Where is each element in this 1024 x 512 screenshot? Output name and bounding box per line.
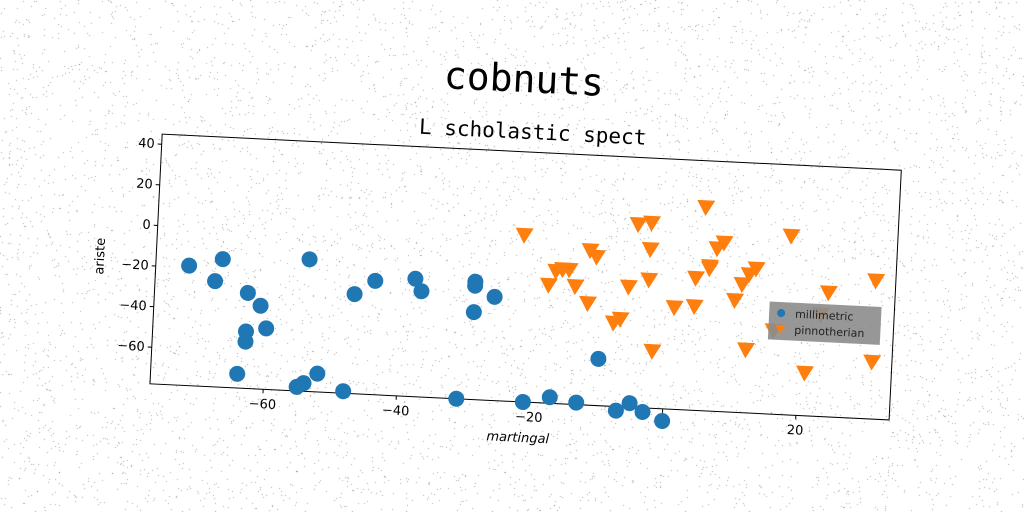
- point-millimetric: [467, 277, 484, 294]
- point-millimetric: [634, 403, 651, 420]
- point-millimetric: [654, 413, 671, 430]
- point-pinnotherian: [643, 215, 662, 232]
- point-pinnotherian: [819, 285, 838, 302]
- x-tick-label: −60: [248, 397, 276, 413]
- axes-frame: [149, 133, 902, 421]
- chart-suptitle: cobnuts: [443, 53, 605, 105]
- point-pinnotherian: [687, 270, 706, 287]
- point-millimetric: [346, 286, 363, 303]
- axis-ticks: −60−40−2002040200−20−40−60: [117, 136, 804, 439]
- point-pinnotherian: [665, 300, 684, 317]
- y-axis-label: ariste: [92, 237, 109, 274]
- y-tick-label: 40: [138, 136, 155, 152]
- legend-label-millimetric: millimetric: [795, 308, 854, 324]
- point-millimetric: [514, 394, 531, 411]
- x-tick-label: −20: [515, 410, 543, 426]
- y-tick-label: −60: [117, 339, 145, 355]
- point-pinnotherian: [539, 277, 558, 294]
- point-pinnotherian: [641, 241, 660, 259]
- point-pinnotherian: [795, 365, 814, 382]
- point-millimetric: [214, 251, 231, 268]
- point-pinnotherian: [726, 292, 745, 310]
- point-pinnotherian: [566, 278, 585, 296]
- chart-title: L scholastic spect: [418, 115, 646, 150]
- point-pinnotherian: [715, 235, 734, 252]
- point-pinnotherian: [588, 249, 607, 266]
- point-millimetric: [207, 273, 224, 290]
- legend-marker-pinnotherian: [775, 324, 786, 334]
- y-tick-label: 0: [142, 218, 151, 233]
- point-millimetric: [301, 251, 318, 268]
- point-pinnotherian: [629, 216, 648, 234]
- legend-label-pinnotherian: pinnotherian: [794, 324, 865, 340]
- point-millimetric: [568, 394, 585, 411]
- x-tick-label: 20: [786, 423, 803, 439]
- point-pinnotherian: [611, 311, 630, 328]
- legend-marker-millimetric: [777, 309, 786, 318]
- point-millimetric: [367, 272, 384, 289]
- point-pinnotherian: [867, 273, 886, 290]
- point-pinnotherian: [515, 227, 534, 244]
- point-millimetric: [181, 257, 198, 274]
- point-millimetric: [590, 350, 607, 367]
- point-pinnotherian: [560, 262, 579, 279]
- point-millimetric: [288, 378, 305, 395]
- point-millimetric: [465, 304, 482, 321]
- x-tick-label: −40: [382, 403, 410, 419]
- data-marks: [181, 199, 886, 430]
- point-pinnotherian: [643, 343, 662, 360]
- point-millimetric: [541, 389, 558, 406]
- point-pinnotherian: [701, 259, 720, 276]
- point-millimetric: [237, 333, 254, 350]
- point-pinnotherian: [733, 276, 752, 294]
- point-pinnotherian: [782, 228, 801, 245]
- point-millimetric: [486, 288, 503, 305]
- y-tick-label: −20: [121, 257, 149, 273]
- point-millimetric: [229, 365, 246, 382]
- plot-group: L scholastic spect −60−40−2002040200−20−…: [92, 115, 902, 447]
- point-pinnotherian: [579, 295, 598, 312]
- point-millimetric: [239, 284, 256, 301]
- y-tick-label: 20: [136, 177, 153, 193]
- point-millimetric: [621, 395, 638, 412]
- point-pinnotherian: [863, 354, 882, 371]
- point-millimetric: [407, 270, 424, 287]
- point-pinnotherian: [619, 279, 638, 296]
- x-axis-label: martingal: [486, 429, 550, 447]
- point-millimetric: [335, 383, 352, 400]
- point-pinnotherian: [685, 299, 704, 316]
- point-pinnotherian: [640, 272, 659, 289]
- point-millimetric: [252, 297, 269, 314]
- point-millimetric: [448, 390, 465, 407]
- point-pinnotherian: [697, 199, 716, 217]
- point-pinnotherian: [747, 261, 766, 278]
- point-millimetric: [309, 365, 326, 382]
- y-tick-label: −40: [119, 298, 147, 314]
- point-millimetric: [413, 283, 430, 300]
- legend-box: [767, 301, 882, 345]
- point-millimetric: [607, 402, 624, 419]
- point-millimetric: [258, 320, 275, 337]
- point-pinnotherian: [737, 342, 756, 359]
